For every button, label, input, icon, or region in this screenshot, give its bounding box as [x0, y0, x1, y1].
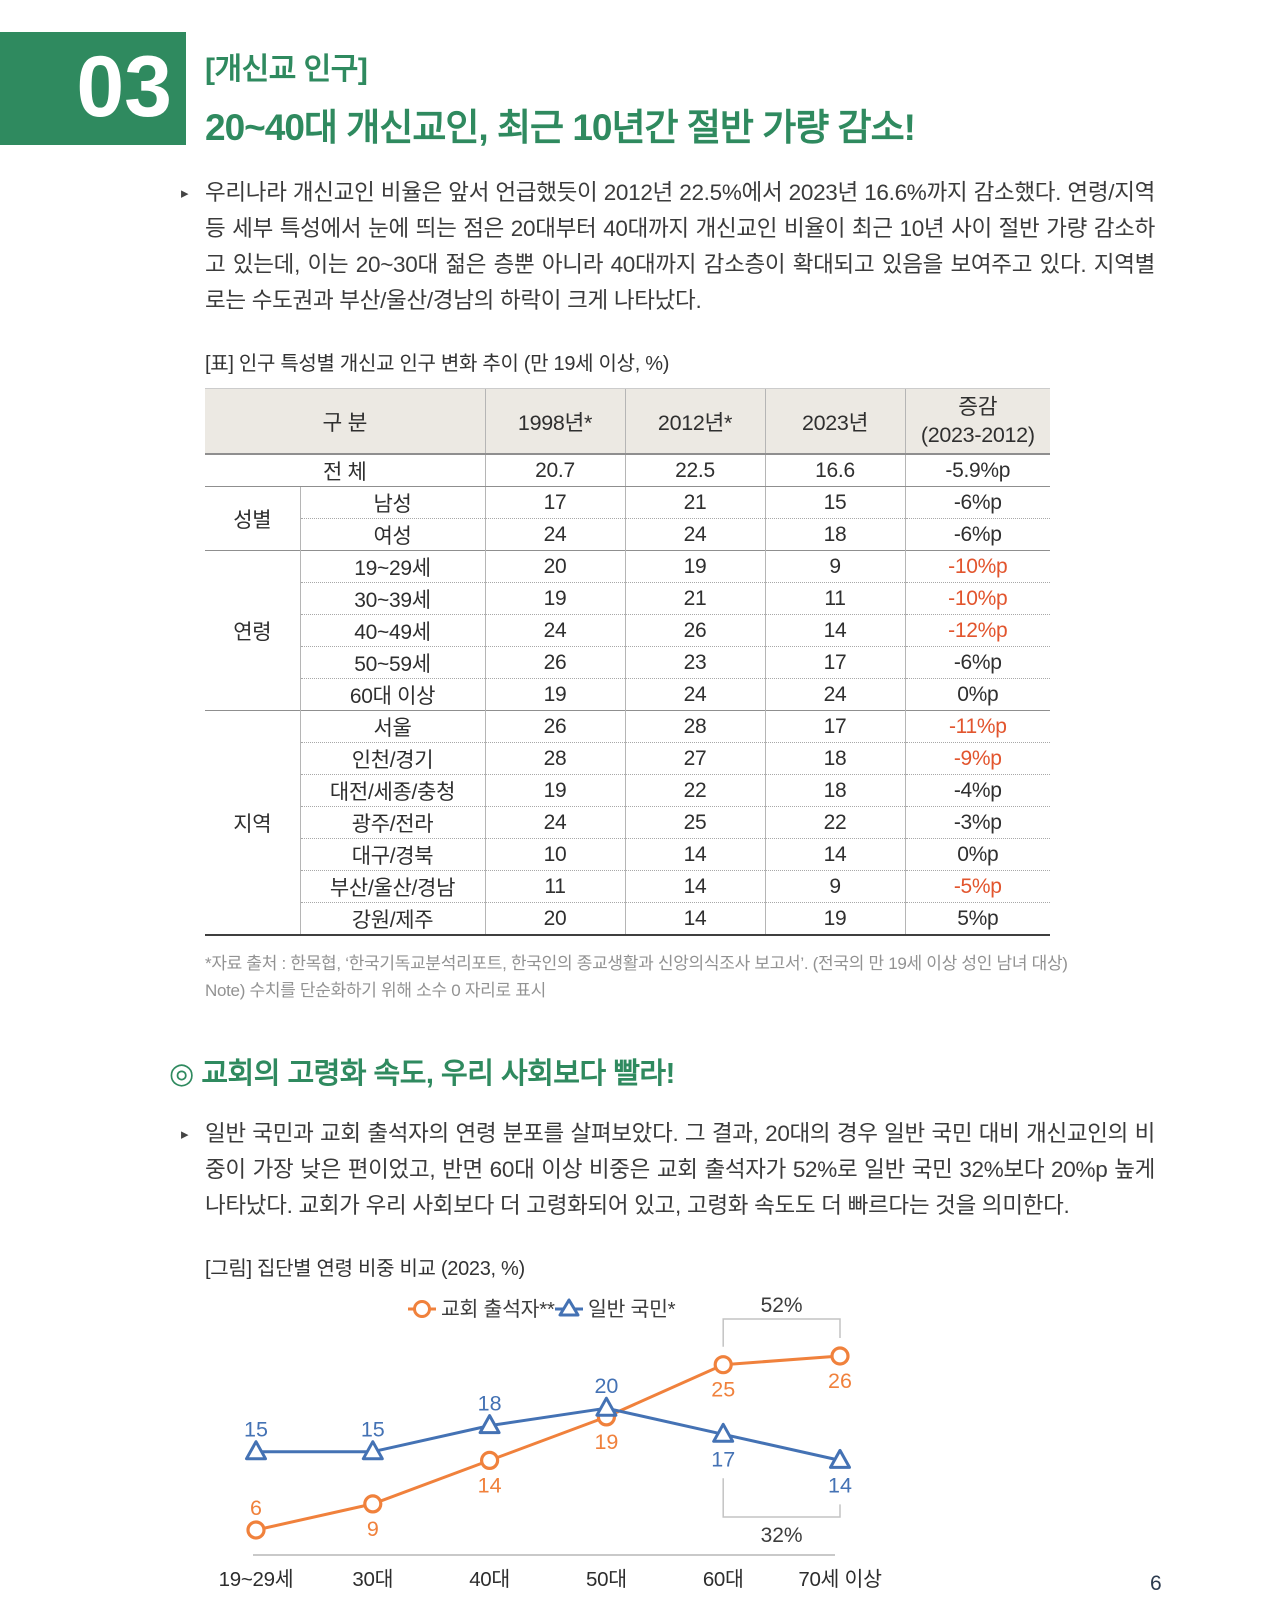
footnote-line: Note) 수치를 단순화하기 위해 소수 0 자리로 표시	[205, 981, 546, 1000]
x-axis-label: 50대	[586, 1568, 627, 1591]
page-header: [개신교 인구] 20~40대 개신교인, 최근 10년간 절반 가량 감소!	[205, 0, 1280, 151]
x-axis-label: 60대	[703, 1568, 744, 1591]
page-title: 20~40대 개신교인, 최근 10년간 절반 가량 감소!	[205, 107, 916, 148]
table-row: 성별 남성 17 21 15 -6%p	[205, 486, 1051, 551]
data-label: 17	[711, 1447, 735, 1471]
col-header-1998: 1998년*	[484, 388, 626, 455]
footnote-line: *자료 출처 : 한목협, ‘한국기독교분석리포트, 한국인의 종교생활과 신앙…	[205, 954, 1068, 973]
x-axis-label: 70세 이상	[798, 1568, 882, 1591]
data-label: 6	[250, 1496, 262, 1520]
data-label: 19	[594, 1430, 618, 1454]
x-axis-label: 30대	[352, 1568, 393, 1591]
triangle-marker	[245, 1440, 267, 1461]
bullet-icon: ▸	[181, 185, 189, 202]
data-label: 18	[478, 1392, 502, 1416]
circle-marker	[480, 1450, 500, 1470]
section2-text: 일반 국민과 교회 출석자의 연령 분포를 살펴보았다. 그 결과, 20대의 …	[205, 1121, 1155, 1218]
legend-circle-icon	[413, 1300, 431, 1318]
circle-marker	[830, 1346, 850, 1366]
section-number: 03	[76, 39, 172, 135]
data-label: 15	[361, 1418, 385, 1442]
circle-marker	[363, 1494, 383, 1514]
table-row: 인천/경기 28 27 18 -9%p	[205, 742, 1051, 775]
group-label: 연령	[205, 550, 300, 711]
legend-triangle-icon	[558, 1298, 580, 1317]
legend-label: 일반 국민*	[588, 1298, 676, 1321]
intro-text: 우리나라 개신교인 비율은 앞서 언급했듯이 2012년 22.5%에서 202…	[205, 180, 1155, 313]
table-row: 지역 서울 26 28 17 -11%p	[205, 710, 1051, 935]
circle-marker	[713, 1355, 733, 1375]
data-label: 9	[367, 1517, 379, 1541]
table-row: 대구/경북 10 14 14 0%p	[205, 838, 1051, 871]
data-label: 26	[828, 1369, 852, 1393]
x-axis-label: 19~29세	[219, 1568, 294, 1591]
bullet-icon: ▸	[181, 1126, 189, 1143]
table-row: 30~39세 19 21 11 -10%p	[205, 582, 1051, 615]
bracket-bottom	[722, 1478, 841, 1518]
section2-paragraph: ▸ 일반 국민과 교회 출석자의 연령 분포를 살펴보았다. 그 결과, 20대…	[181, 1116, 1155, 1224]
data-label: 14	[478, 1473, 502, 1497]
series-line	[256, 1406, 841, 1462]
table-row: 40~49세 24 26 14 -12%p	[205, 614, 1051, 647]
table-row: 여성 24 24 18 -6%p	[205, 518, 1051, 551]
triangle-marker	[595, 1396, 618, 1417]
col-header-gubun: 구 분	[205, 388, 486, 455]
table-row: 50~59세 26 23 17 -6%p	[205, 646, 1051, 679]
col-header-2023: 2023년	[764, 388, 906, 455]
data-label: 15	[244, 1418, 268, 1442]
chart-caption: [그림] 집단별 연령 비중 비교 (2023, %)	[205, 1258, 525, 1280]
legend-label: 교회 출석자**	[441, 1298, 555, 1321]
col-header-change: 증감 (2023-2012)	[904, 388, 1051, 455]
table-row: 60대 이상 19 24 24 0%p	[205, 678, 1051, 711]
population-change-table: 구 분 1998년* 2012년* 2023년 증감 (2023-2012) 전…	[205, 388, 1051, 936]
annotation-label: 32%	[761, 1524, 803, 1547]
table-row: 부산/울산/경남 11 14 9 -5%p	[205, 870, 1051, 903]
triangle-marker	[829, 1448, 851, 1469]
table-caption: [표] 인구 특성별 개신교 인구 변화 추이 (만 19세 이상, %)	[205, 353, 670, 375]
triangle-marker	[361, 1440, 384, 1461]
age-comparison-line-chart: 19~29세 30대 40대 50대 60대 70세 이상 52% 32% 6 9 14 19 25 26…	[205, 1294, 1155, 1602]
col-header-2012: 2012년*	[624, 388, 766, 455]
data-label: 20	[594, 1374, 618, 1398]
group-label: 지역	[205, 710, 300, 935]
table-row-total: 전 체 20.7 22.5 16.6 -5.9%p	[205, 454, 1051, 487]
section2-heading: ◎ 교회의 고령화 속도, 우리 사회보다 빨라!	[169, 1058, 675, 1090]
triangle-marker	[712, 1422, 735, 1443]
data-label: 25	[711, 1378, 735, 1402]
group-label: 성별	[205, 486, 300, 551]
table-row: 강원/제주 20 14 19 5%p	[205, 902, 1051, 935]
circle-marker	[246, 1520, 266, 1540]
series-line	[255, 1354, 841, 1532]
annotation-label: 52%	[761, 1297, 803, 1317]
table-row: 연령 19~29세 20 19 9 -10%p	[205, 550, 1051, 711]
x-axis-label: 40대	[469, 1568, 510, 1591]
table-header-row: 구 분 1998년* 2012년* 2023년 증감 (2023-2012)	[205, 388, 1051, 455]
chart-svg: 19~29세 30대 40대 50대 60대 70세 이상 52% 32% 6 9 14 19 25 26…	[219, 1294, 883, 1591]
page-body: ▸ 우리나라 개신교인 비율은 앞서 언급했듯이 2012년 22.5%에서 2…	[169, 175, 1155, 1611]
section-number-box: 03	[0, 32, 186, 145]
bracket-top	[722, 1318, 841, 1347]
page-number: 6	[1150, 1572, 1162, 1595]
section-category: [개신교 인구]	[205, 53, 368, 86]
data-label: 14	[828, 1473, 852, 1497]
table-row: 대전/세종/충청 19 22 18 -4%p	[205, 774, 1051, 807]
table-footnotes: *자료 출처 : 한목협, ‘한국기독교분석리포트, 한국인의 종교생활과 신앙…	[205, 950, 1155, 1004]
triangle-marker	[478, 1414, 501, 1435]
table-row: 광주/전라 24 25 22 -3%p	[205, 806, 1051, 839]
intro-paragraph: ▸ 우리나라 개신교인 비율은 앞서 언급했듯이 2012년 22.5%에서 2…	[181, 175, 1155, 319]
